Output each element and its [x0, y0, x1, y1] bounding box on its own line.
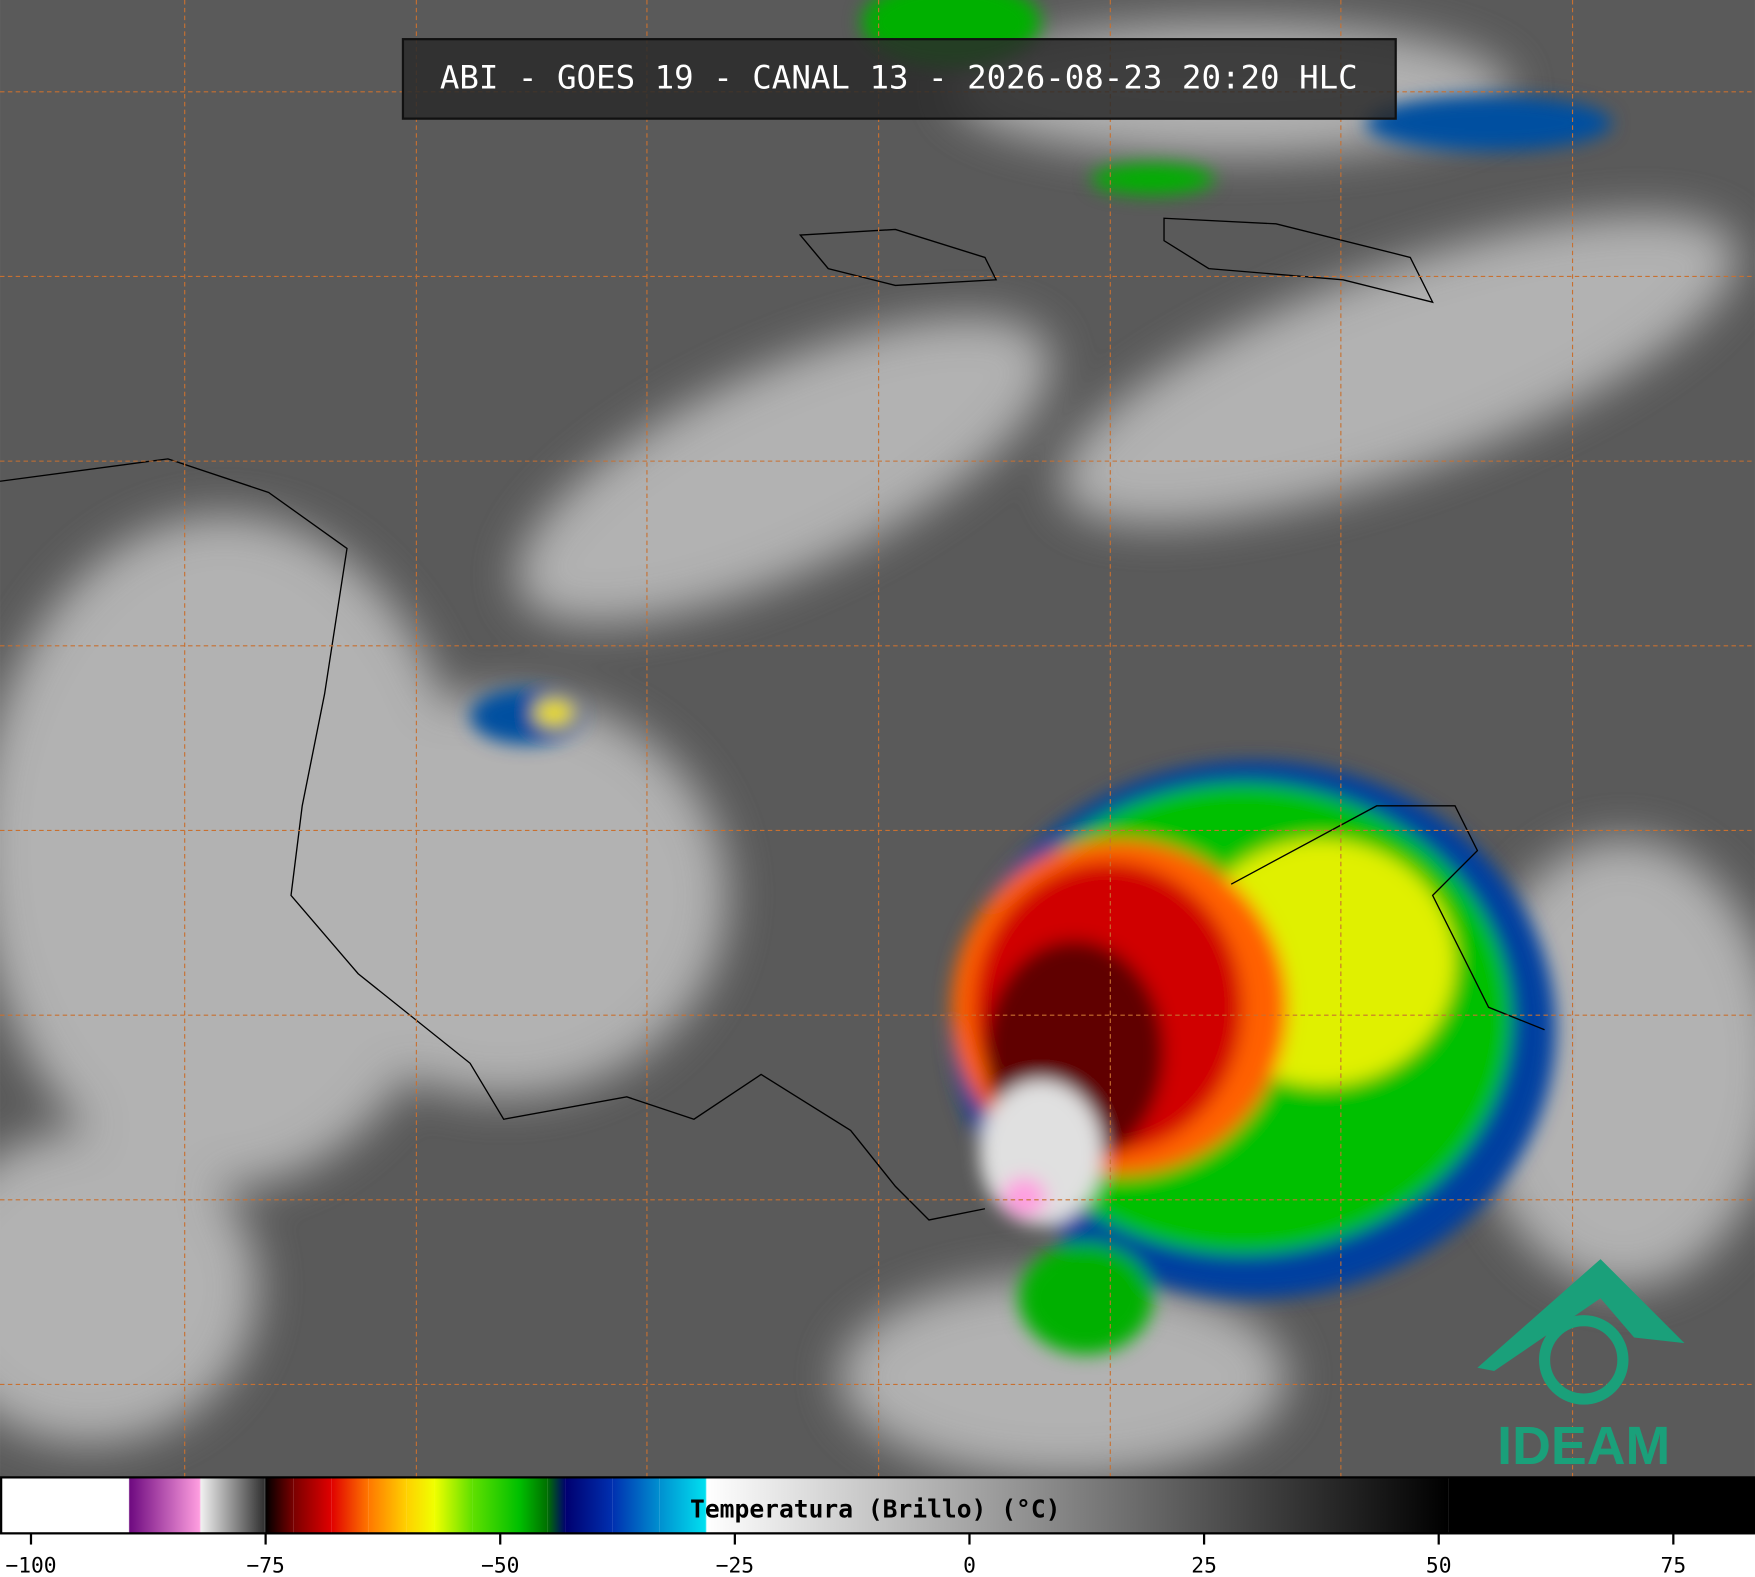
tick-label: 0 [963, 1554, 976, 1577]
title: ABI - GOES 19 - CANAL 13 - 2026-08-23 20… [440, 58, 1358, 96]
colorbar-frame [0, 1476, 1755, 1535]
colorbar-segment [472, 1477, 520, 1534]
colorbar-segment [331, 1477, 369, 1534]
colorbar-segment [293, 1477, 332, 1534]
colorbar-segment [1448, 1477, 1755, 1534]
tick-label: 75 [1661, 1554, 1687, 1577]
colorbar-segment [705, 1477, 707, 1534]
logo: IDEAM [1477, 1259, 1685, 1476]
colorbar-segment [368, 1477, 407, 1534]
colorbar-segment [199, 1477, 201, 1534]
tick-label: 25 [1191, 1554, 1217, 1577]
colorbar-segment [547, 1477, 566, 1534]
title-box [401, 38, 1397, 120]
logo-text: IDEAM [1497, 1416, 1670, 1476]
imagery [0, 0, 1755, 1478]
colorbar-segment [612, 1477, 660, 1534]
colorbar-segment [128, 1477, 130, 1534]
colorbar-segment [706, 1477, 1449, 1534]
colorbar-segment [129, 1477, 200, 1534]
colorbar-segment [265, 1477, 294, 1534]
colorbar-segment [0, 1477, 129, 1534]
tick-label: −50 [481, 1554, 519, 1577]
colorbar-label: Temperatura (Brillo) (°C) [690, 1495, 1060, 1524]
colorbar: −100 −75 −50 −25 0 25 50 75 [0, 1476, 1755, 1577]
colorbar-segment [565, 1477, 613, 1534]
tick-label: −100 [5, 1554, 56, 1577]
tick-label: −75 [246, 1554, 284, 1577]
colorbar-segment [659, 1477, 706, 1534]
tick-label: −25 [716, 1554, 754, 1577]
colorbar-segment [519, 1477, 548, 1534]
colorbar-segment [264, 1477, 266, 1534]
colorbar-segment [200, 1477, 265, 1534]
colorbar-segment [434, 1477, 473, 1534]
tick-label: 50 [1426, 1554, 1452, 1577]
colorbar-segment [406, 1477, 435, 1534]
